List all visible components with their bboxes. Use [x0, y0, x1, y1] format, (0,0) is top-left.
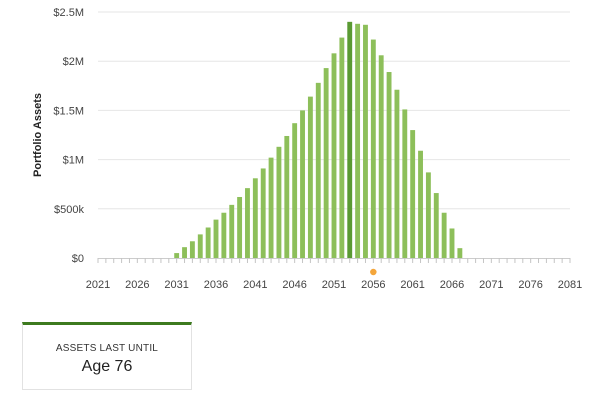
y-tick-label: $0	[72, 253, 84, 265]
portfolio-assets-chart: $0 $500k $1M $1.5M $2M $2.5M 2021 2026 2031 2036…	[32, 7, 582, 291]
bar	[276, 146, 282, 258]
y-tick-label: $500k	[54, 204, 84, 216]
y-tick-label: $1M	[63, 155, 84, 167]
bar	[339, 37, 345, 258]
assets-last-until-value: Age 76	[81, 358, 133, 375]
bar	[268, 157, 274, 258]
y-tick-label: $2.5M	[53, 7, 84, 19]
bar	[284, 135, 290, 258]
bar	[189, 241, 195, 258]
bar	[433, 193, 439, 258]
x-tick-label: 2041	[243, 279, 267, 291]
x-tick-label: 2066	[440, 279, 464, 291]
bar	[229, 204, 235, 258]
x-tick-label: 2046	[282, 279, 306, 291]
x-tick-label: 2021	[86, 279, 110, 291]
x-tick-label: 2061	[400, 279, 424, 291]
x-tick-label: 2026	[125, 279, 149, 291]
y-tick-label: $1.5M	[53, 105, 84, 117]
y-tick-label: $2M	[63, 56, 84, 68]
bar	[292, 123, 298, 258]
bar	[245, 188, 250, 258]
bar	[347, 21, 353, 259]
bar	[197, 234, 203, 258]
bar	[355, 23, 361, 259]
bar-series	[174, 21, 463, 259]
marker-dot	[368, 267, 379, 277]
y-axis-title: Portfolio Assets	[32, 93, 44, 177]
bar	[315, 82, 321, 259]
assets-last-until-card: ASSETS LAST UNTIL Age 76	[22, 322, 192, 390]
bar	[182, 247, 187, 258]
y-axis-ticks: $0 $500k $1M $1.5M $2M $2.5M	[53, 7, 84, 265]
x-tick-label: 2031	[164, 279, 188, 291]
x-axis: 2021 2026 2031 2036 2041 2046 2051 2056 2061 2066…	[86, 258, 582, 291]
bar	[237, 196, 243, 258]
bar	[425, 172, 431, 258]
bar	[331, 53, 337, 258]
bar	[378, 55, 384, 258]
marker-layer	[368, 267, 379, 277]
bar	[410, 130, 416, 258]
assets-last-until-label: ASSETS LAST UNTIL	[55, 343, 159, 354]
bar	[363, 24, 368, 259]
bar	[260, 168, 266, 258]
bar	[252, 178, 258, 258]
bar	[457, 248, 463, 258]
bar	[205, 227, 211, 258]
x-tick-label: 2076	[518, 279, 542, 291]
bar	[386, 72, 392, 258]
bar	[449, 228, 455, 258]
bar	[213, 219, 219, 258]
bar	[174, 253, 180, 258]
bar	[418, 150, 423, 258]
x-tick-label: 2071	[479, 279, 503, 291]
bar	[370, 39, 376, 258]
x-tick-label: 2051	[322, 279, 346, 291]
bar	[300, 110, 305, 259]
x-tick-label: 2036	[204, 279, 228, 291]
bar	[402, 109, 408, 258]
bar	[323, 68, 329, 258]
bar	[441, 212, 447, 258]
x-tick-label: 2056	[361, 279, 385, 291]
bar	[307, 96, 313, 259]
x-tick-label: 2081	[558, 279, 582, 291]
bar	[394, 89, 400, 259]
bar	[221, 212, 227, 258]
